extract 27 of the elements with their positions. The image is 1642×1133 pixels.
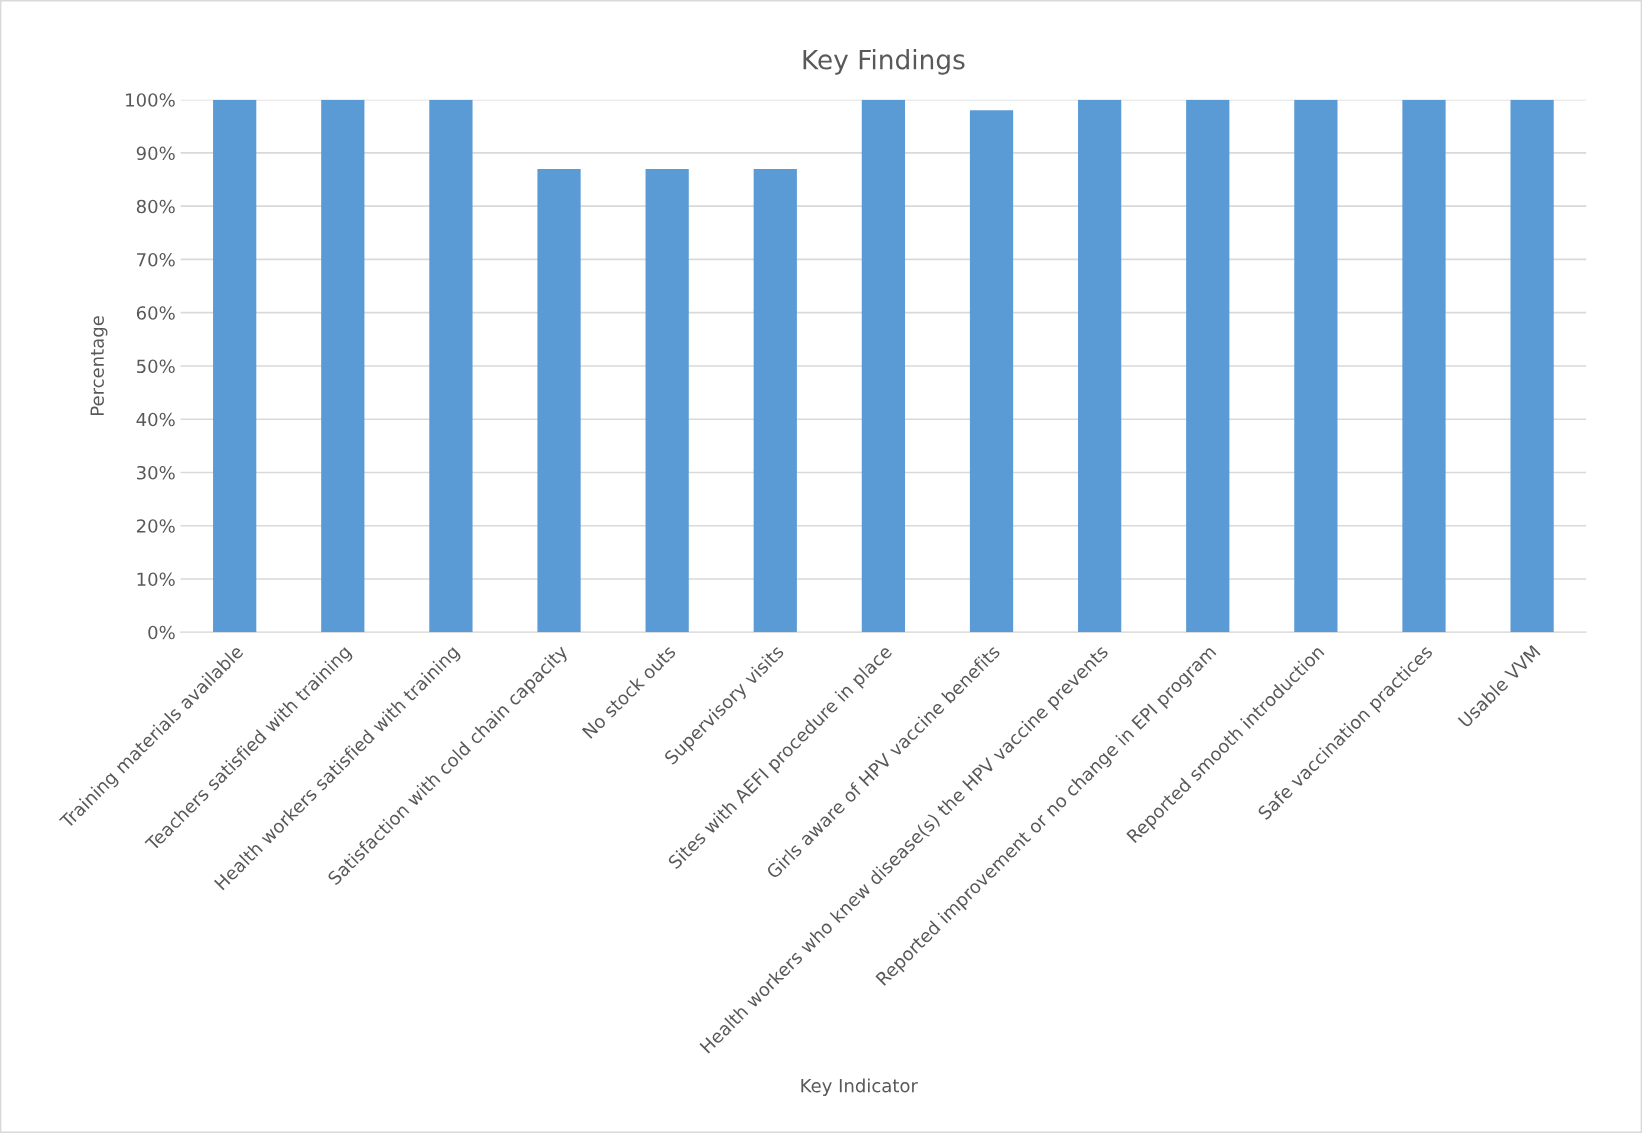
bar (1294, 99, 1338, 633)
y-axis-title: Percentage (90, 316, 108, 415)
bar (213, 99, 257, 633)
bar (861, 99, 906, 633)
x-axis-title: Key Indicator (801, 1078, 918, 1096)
bar (969, 110, 1014, 633)
y-tick-label: 20% (136, 519, 175, 533)
bar (753, 168, 797, 633)
y-tick-label: 60% (136, 306, 175, 320)
y-tick-label: 70% (137, 252, 175, 267)
bar (1510, 99, 1554, 633)
bar (429, 99, 473, 633)
y-tick-label: 100% (126, 93, 175, 107)
y-tick-label: 50% (137, 359, 175, 374)
chart-title: Key Findings (803, 49, 965, 75)
y-tick-label: 30% (137, 465, 175, 480)
bar (1186, 99, 1230, 633)
bar (1078, 99, 1122, 633)
y-tick-label: 90% (136, 146, 175, 161)
bar (537, 168, 581, 633)
y-tick-label: 10% (137, 572, 175, 587)
y-tick-label: 40% (136, 412, 175, 427)
y-tick-label: 80% (136, 199, 175, 214)
bar (1402, 99, 1446, 633)
bar (645, 168, 689, 633)
y-tick-label: 0% (148, 625, 175, 640)
bar (321, 99, 365, 633)
